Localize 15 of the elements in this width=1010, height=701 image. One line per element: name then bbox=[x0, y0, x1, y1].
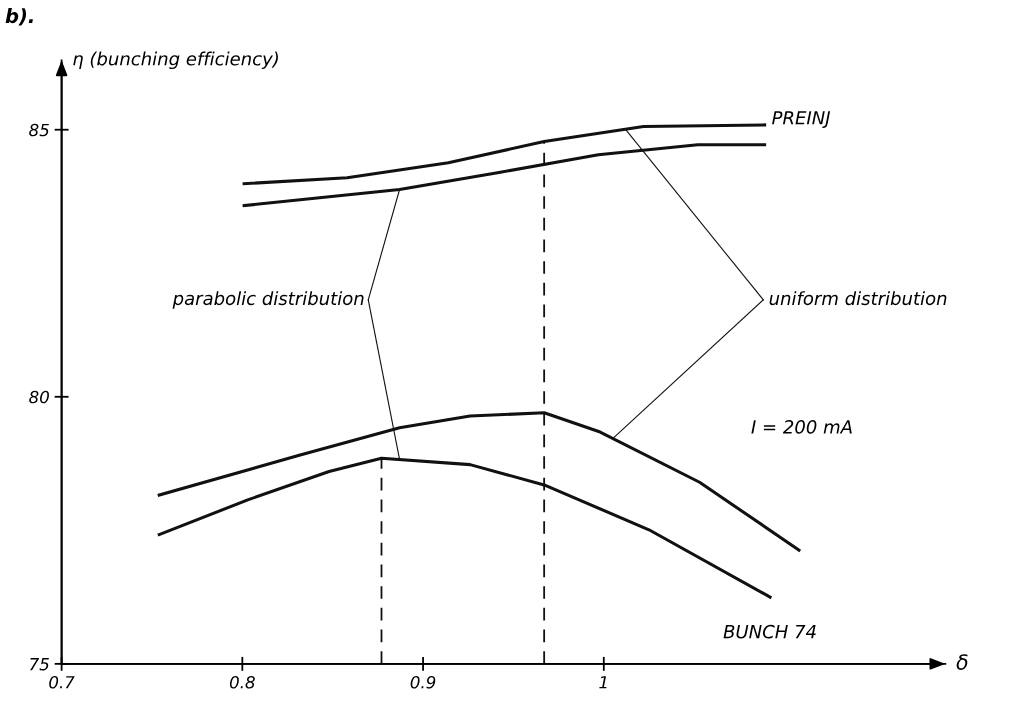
x-tick-label: 0.8 bbox=[229, 675, 255, 689]
x-tick-label: 0.9 bbox=[410, 675, 436, 689]
annotation: I = 200 mA bbox=[751, 420, 852, 434]
annotation: uniform distribution bbox=[769, 291, 947, 306]
chart-title: b). bbox=[5, 8, 33, 26]
y-axis-title: η (bunching efficiency) bbox=[73, 51, 278, 70]
x-axis-title: δ bbox=[956, 654, 968, 670]
y-tick-label: 75 bbox=[30, 658, 49, 671]
y-tick-label: 85 bbox=[29, 123, 49, 137]
annotation: parabolic distribution bbox=[172, 291, 364, 309]
series-label: PREINJ bbox=[772, 111, 831, 128]
x-tick-label: 0.7 bbox=[49, 675, 75, 689]
y-tick-label: 80 bbox=[29, 390, 49, 404]
x-tick-label: 1 bbox=[599, 676, 607, 689]
series-label: BUNCH 74 bbox=[723, 624, 816, 639]
